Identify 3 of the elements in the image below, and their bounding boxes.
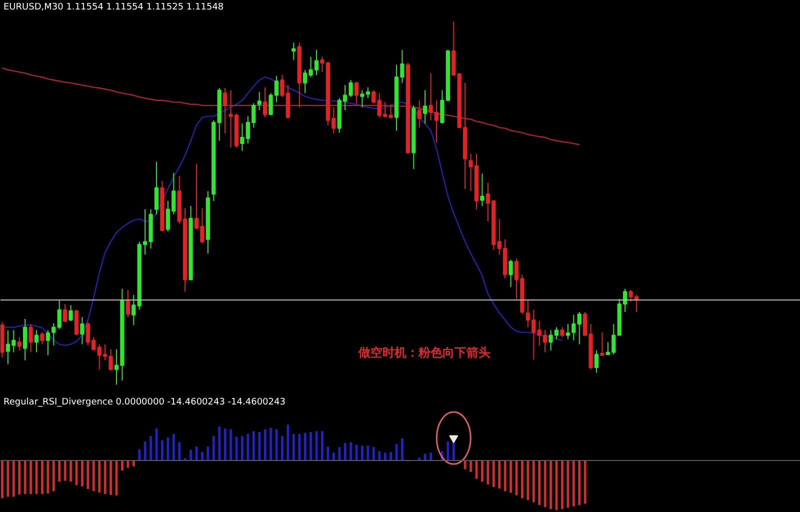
chart-title: EURUSD,M30 1.11554 1.11554 1.11525 1.11548 xyxy=(4,2,224,12)
annotation: 做空时机：粉色向下箭头 xyxy=(358,346,490,360)
chart-title: Regular_RSI_Divergence 0.0000000 -14.4600243 -14.4600243 xyxy=(4,398,286,408)
